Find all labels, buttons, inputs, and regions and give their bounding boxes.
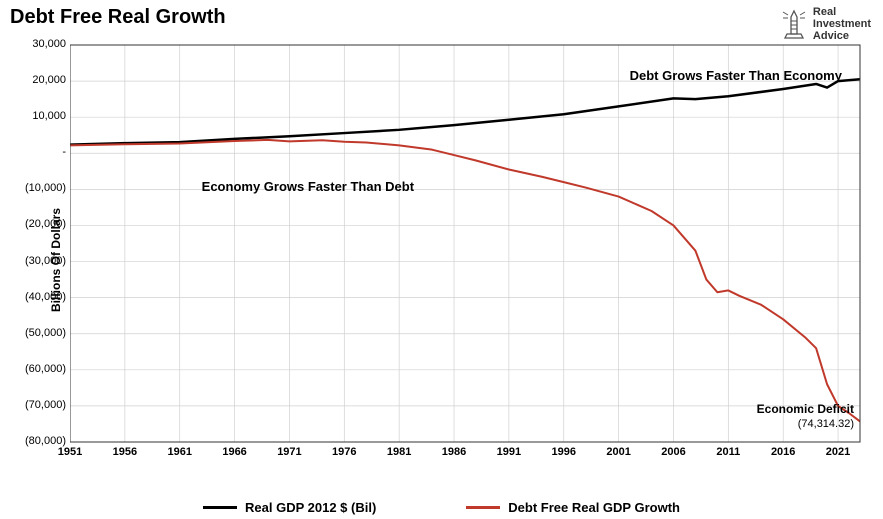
legend-label: Real GDP 2012 $ (Bil): [245, 500, 376, 515]
x-tick-label: 1966: [215, 446, 255, 458]
line-chart: [70, 40, 865, 470]
chart-title: Debt Free Real Growth: [10, 6, 226, 29]
y-tick-label: (50,000): [18, 327, 66, 339]
chart-annotation: Economy Grows Faster Than Debt: [202, 179, 414, 194]
chart-container: Debt Free Real Growth RealInvestmentAdvi…: [0, 0, 883, 519]
x-tick-label: 2006: [653, 446, 693, 458]
x-tick-label: 1971: [269, 446, 309, 458]
x-tick-label: 2011: [708, 446, 748, 458]
y-tick-label: 20,000: [18, 74, 66, 86]
x-tick-label: 1991: [489, 446, 529, 458]
x-tick-label: 1981: [379, 446, 419, 458]
x-tick-label: 2016: [763, 446, 803, 458]
legend: Real GDP 2012 $ (Bil) Debt Free Real GDP…: [0, 500, 883, 515]
brand-logo: RealInvestmentAdvice: [781, 6, 871, 42]
x-tick-label: 1976: [324, 446, 364, 458]
lighthouse-icon: [781, 9, 807, 39]
y-tick-label: -: [18, 146, 66, 158]
legend-label: Debt Free Real GDP Growth: [508, 500, 680, 515]
y-tick-label: (20,000): [18, 218, 66, 230]
x-tick-label: 1961: [160, 446, 200, 458]
y-tick-label: 10,000: [18, 110, 66, 122]
y-tick-label: (10,000): [18, 182, 66, 194]
x-tick-label: 1951: [50, 446, 90, 458]
y-tick-label: (30,000): [18, 255, 66, 267]
chart-annotation: Debt Grows Faster Than Economy: [630, 68, 842, 83]
legend-item: Debt Free Real GDP Growth: [466, 500, 680, 515]
y-tick-label: (40,000): [18, 291, 66, 303]
x-tick-label: 1996: [544, 446, 584, 458]
y-tick-label: (60,000): [18, 363, 66, 375]
x-tick-label: 1956: [105, 446, 145, 458]
legend-swatch: [466, 506, 500, 509]
economic-deficit-label: Economic Deficit(74,314.32): [757, 402, 854, 430]
x-tick-label: 2001: [599, 446, 639, 458]
x-tick-label: 2021: [818, 446, 858, 458]
x-tick-label: 1986: [434, 446, 474, 458]
brand-text: RealInvestmentAdvice: [813, 6, 871, 42]
y-tick-label: (70,000): [18, 399, 66, 411]
y-tick-label: 30,000: [18, 38, 66, 50]
legend-swatch: [203, 506, 237, 509]
legend-item: Real GDP 2012 $ (Bil): [203, 500, 376, 515]
